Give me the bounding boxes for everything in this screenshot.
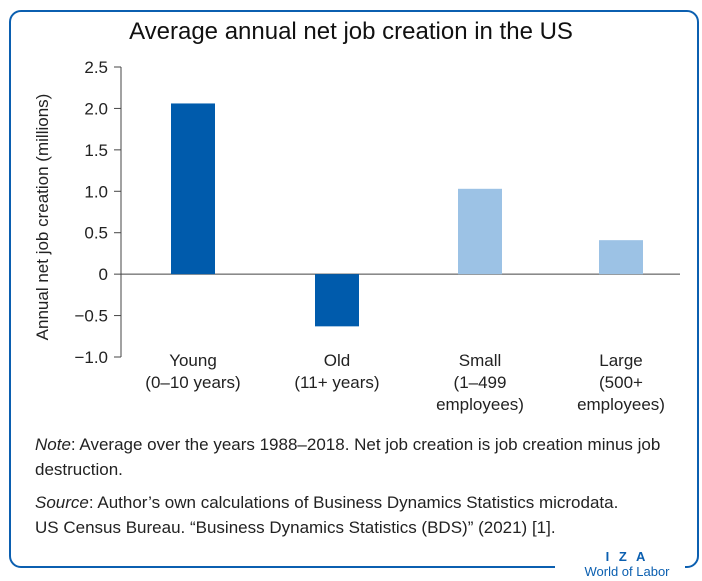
x-category-label: Small	[459, 351, 502, 370]
bar-chart: Annual net job creation (millions) 2.52.…	[33, 58, 680, 414]
x-category-label: Young	[169, 351, 217, 370]
source: Source: Author’s own calculations of Bus…	[35, 490, 695, 540]
figure-frame	[9, 10, 699, 568]
y-tick-label: −1.0	[74, 348, 108, 367]
bar	[315, 274, 359, 327]
frame-gap	[555, 563, 685, 573]
note-text: : Average over the years 1988–2018. Net …	[35, 435, 661, 479]
bar	[599, 240, 643, 275]
brand-line1: I Z A	[605, 549, 649, 564]
x-category-label: Large	[599, 351, 642, 370]
y-tick-label: 1.5	[84, 141, 108, 160]
x-categories: Young (0–10 years) Old (11+ years) Small (1–4…	[145, 351, 665, 414]
y-axis-label: Annual net job creation (millions)	[33, 94, 52, 341]
y-tick-label: 0	[99, 265, 108, 284]
source-line2: US Census Bureau. “Business Dynamics Sta…	[35, 518, 556, 537]
y-tick-label: −0.5	[74, 307, 108, 326]
chart-title: Average annual net job creation in the U…	[129, 18, 573, 45]
axes: 2.5 2.0 1.5 1.0 0.5 0 −0.5 −1.0	[74, 58, 680, 367]
y-tick-label: 1.0	[84, 182, 108, 201]
iza-logo: I Z A World of Labor	[562, 550, 692, 580]
note: Note: Average over the years 1988–2018. …	[35, 432, 685, 482]
x-category-label: (1–499	[454, 373, 507, 392]
source-line1: : Author’s own calculations of Business …	[88, 493, 619, 512]
bar	[458, 188, 502, 275]
brand-line2: World of Labor	[584, 564, 670, 579]
note-label: Note	[35, 435, 71, 454]
x-category-label: employees)	[577, 395, 665, 414]
x-category-label: employees)	[436, 395, 524, 414]
y-tick-label: 2.5	[84, 58, 108, 77]
x-category-label: (0–10 years)	[145, 373, 240, 392]
bar	[171, 103, 215, 275]
x-category-label: Old	[324, 351, 350, 370]
source-label: Source	[35, 493, 89, 512]
bars	[171, 103, 643, 327]
y-tick-label: 2.0	[84, 99, 108, 118]
x-category-label: (11+ years)	[294, 373, 379, 392]
x-category-label: (500+	[599, 373, 643, 392]
y-tick-label: 0.5	[84, 224, 108, 243]
